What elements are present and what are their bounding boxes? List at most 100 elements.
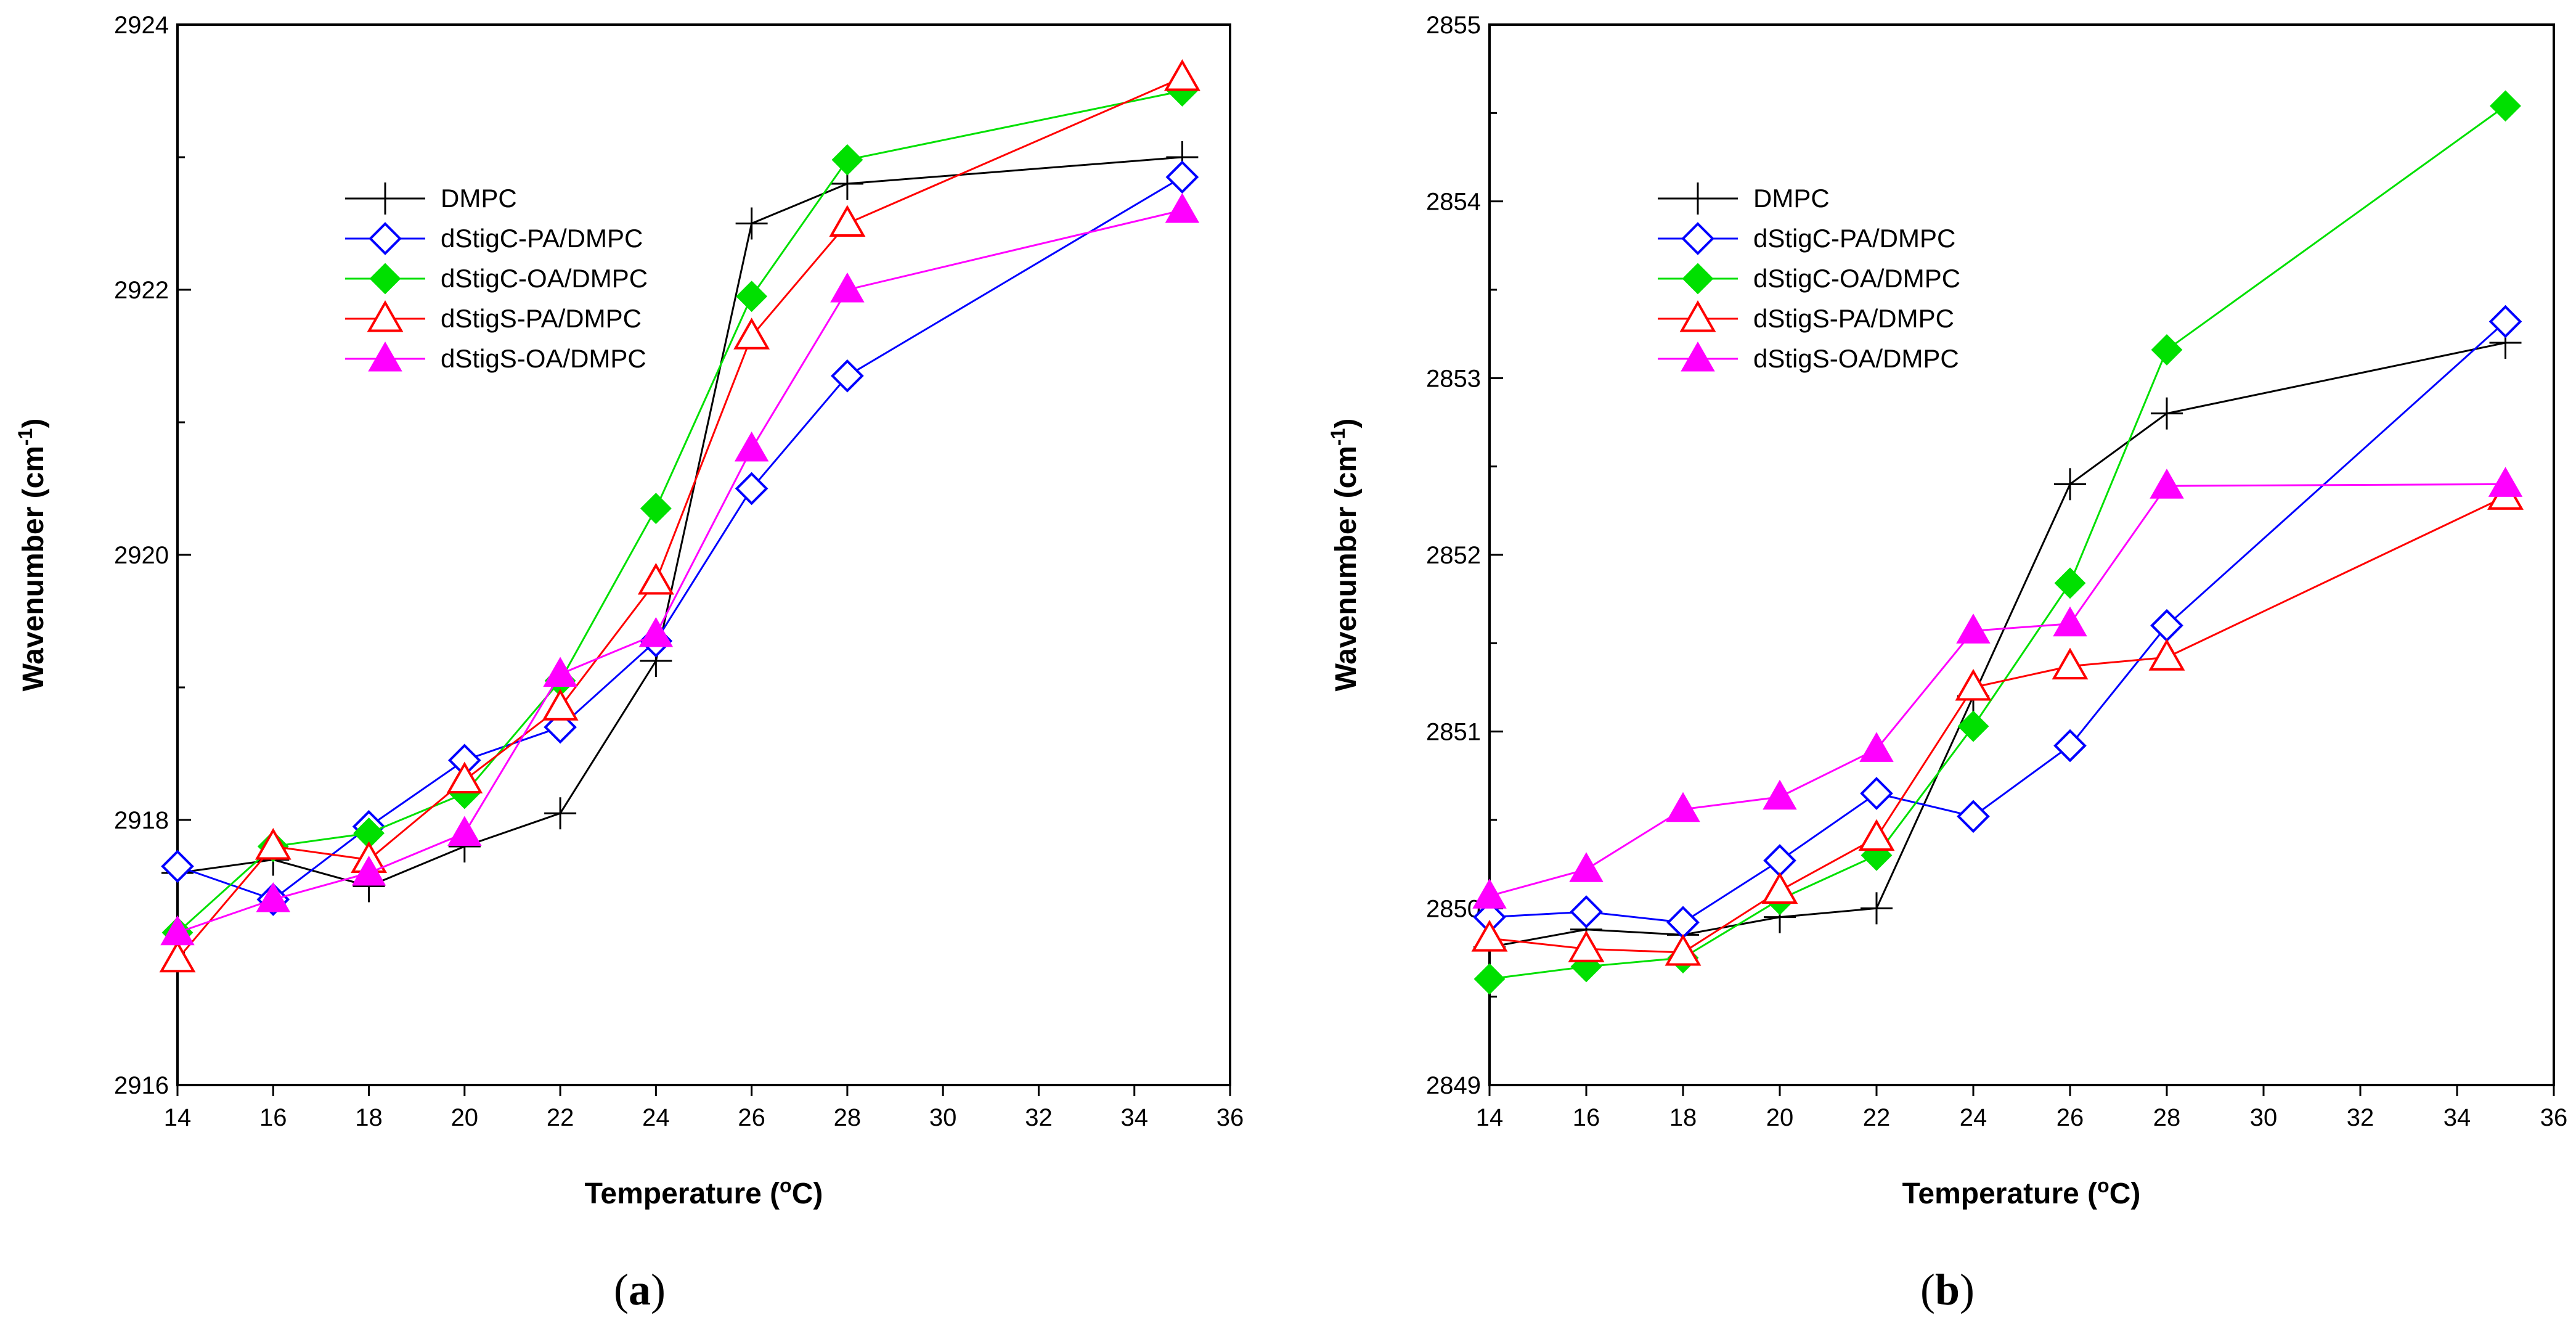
data-point xyxy=(736,281,768,313)
data-point xyxy=(2054,567,2086,599)
data-point xyxy=(161,850,194,883)
series-line xyxy=(1489,105,2506,980)
series-line xyxy=(176,90,1183,933)
legend-marker xyxy=(1681,341,1715,372)
series-DMPC xyxy=(1473,327,2522,964)
y-axis-ticks: 2916 2918 2920 2922 2924 xyxy=(114,12,191,1099)
legend-label: dStigC-OA/DMPC xyxy=(441,264,648,293)
x-tick-label: 28 xyxy=(2153,1104,2181,1131)
x-tick-label: 26 xyxy=(2056,1104,2084,1131)
legend-item: dStigS-PA/DMPC xyxy=(1658,300,1954,333)
x-tick-label: 32 xyxy=(1025,1104,1053,1131)
x-tick-label: 30 xyxy=(2250,1104,2278,1131)
series-dStigC-OA/DMPC xyxy=(1473,90,2521,995)
legend: DMPC dStigC-PA/DMPC dStigC-OA/DMPC dStigS-P… xyxy=(1658,182,1960,373)
legend-label: dStigC-OA/DMPC xyxy=(1753,264,1960,293)
data-point xyxy=(2150,469,2184,499)
data-point xyxy=(733,317,770,350)
data-point xyxy=(1861,892,1893,925)
series-line xyxy=(1489,321,2506,924)
data-point xyxy=(256,882,290,912)
data-point xyxy=(351,855,386,886)
legend-label: DMPC xyxy=(1753,184,1830,213)
x-axis-ticks: 14 16 18 20 22 24 26 28 30 32 34 36 xyxy=(1476,1085,2567,1131)
legend-marker xyxy=(368,341,402,372)
legend-label: DMPC xyxy=(441,184,517,213)
legend-label: dStigS-OA/DMPC xyxy=(441,344,646,373)
legend-item: dStigC-PA/DMPC xyxy=(345,222,643,255)
data-point xyxy=(542,689,579,721)
data-point xyxy=(734,431,769,462)
data-point xyxy=(2488,305,2522,338)
y-tick-label: 2854 xyxy=(1426,189,1481,216)
legend-marker xyxy=(1681,222,1714,255)
x-axis-ticks: 14 16 18 20 22 24 26 28 30 32 34 36 xyxy=(164,1085,1244,1131)
y-axis-title: Wavenumber (cm-1) xyxy=(14,419,50,692)
data-point xyxy=(543,657,577,687)
legend-marker xyxy=(1679,300,1716,332)
y-tick-label: 2850 xyxy=(1426,895,1481,922)
series-layer xyxy=(1471,90,2524,995)
data-point xyxy=(447,816,482,846)
data-point xyxy=(2488,467,2523,497)
data-point xyxy=(1569,852,1604,882)
x-tick-label: 26 xyxy=(738,1104,765,1131)
data-point xyxy=(159,940,196,973)
data-point xyxy=(2054,468,2086,501)
y-tick-label: 2922 xyxy=(114,277,169,304)
legend-label: dStigS-PA/DMPC xyxy=(1753,304,1954,333)
legend-label: dStigS-OA/DMPC xyxy=(1753,344,1959,373)
data-point xyxy=(1165,192,1200,223)
data-point xyxy=(2053,729,2087,763)
y-tick-label: 2920 xyxy=(114,542,169,569)
x-tick-label: 20 xyxy=(451,1104,479,1131)
legend-item: dStigC-PA/DMPC xyxy=(1658,222,1955,255)
data-point xyxy=(255,827,291,860)
y-tick-label: 2918 xyxy=(114,807,169,834)
x-tick-label: 16 xyxy=(259,1104,287,1131)
series-dStigS-PA/DMPC xyxy=(159,59,1200,973)
x-tick-label: 18 xyxy=(1669,1104,1697,1131)
data-point xyxy=(1763,779,1797,810)
data-point xyxy=(1473,963,1506,995)
series-line xyxy=(177,176,1183,901)
series-DMPC xyxy=(161,141,1199,903)
data-point xyxy=(446,761,483,793)
plot-frame xyxy=(176,23,1231,1086)
x-axis-title: Temperature (oC) xyxy=(585,1174,823,1210)
legend-marker xyxy=(1682,182,1714,215)
data-point xyxy=(637,562,674,595)
panel-label-a: (a) xyxy=(614,1265,666,1314)
chart-panel-b: 2849 2850 2851 2852 2853 2854 2855 14 16 18 20 22 2… xyxy=(1327,12,2567,1314)
data-point xyxy=(1955,668,1992,701)
legend-item: dStigS-OA/DMPC xyxy=(345,341,646,373)
y-tick-label: 2851 xyxy=(1426,719,1481,746)
y-tick-label: 2849 xyxy=(1426,1072,1481,1099)
data-point xyxy=(638,616,674,647)
y-tick-label: 2924 xyxy=(114,12,169,39)
x-tick-label: 24 xyxy=(642,1104,670,1131)
data-point xyxy=(2148,639,2185,671)
legend: DMPC dStigC-PA/DMPC dStigC-OA/DMPC dStigS-P… xyxy=(345,182,648,373)
series-dStigC-PA/DMPC xyxy=(161,160,1199,916)
data-point xyxy=(640,493,672,525)
x-tick-label: 22 xyxy=(1863,1104,1891,1131)
x-tick-label: 34 xyxy=(2444,1104,2471,1131)
series-dStigS-PA/DMPC xyxy=(1471,478,2524,966)
data-point xyxy=(831,359,864,393)
data-point xyxy=(1471,920,1508,952)
x-tick-label: 30 xyxy=(929,1104,957,1131)
data-point xyxy=(1665,933,1702,966)
data-point xyxy=(2052,647,2089,680)
data-point xyxy=(544,797,577,830)
data-point xyxy=(830,272,865,303)
data-point xyxy=(1957,800,1990,833)
legend-item: dStigC-OA/DMPC xyxy=(345,263,648,295)
x-axis-title: Temperature (oC) xyxy=(1902,1174,2141,1210)
data-point xyxy=(2151,397,2183,430)
legend-marker xyxy=(369,222,402,255)
x-tick-label: 28 xyxy=(834,1104,862,1131)
data-point xyxy=(1858,819,1895,851)
series-line xyxy=(1489,342,2506,948)
